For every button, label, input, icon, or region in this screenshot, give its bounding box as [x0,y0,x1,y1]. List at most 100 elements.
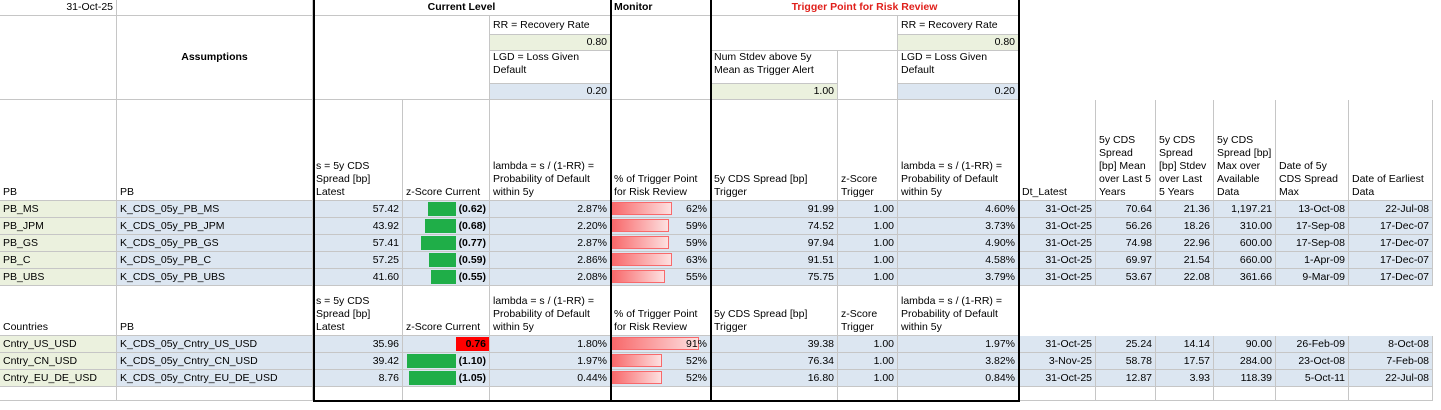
cell-text: 31-Oct-25 [1045,236,1092,249]
cell: LGD = Loss Given Default [898,51,1019,84]
cell-text: 8-Oct-08 [1388,337,1429,350]
cell-text: 39.42 [372,354,399,367]
column-header: 5y CDS Spread [bp] Max over Available Da… [1214,100,1276,201]
data-cell: 41.60 [313,269,403,286]
data-cell: 35.96 [313,336,403,353]
cell-text: s = 5y CDS Spread [bp] Latest [316,160,371,198]
trigger-pct-bar [612,202,672,215]
cell-text: (1.10) [458,354,486,367]
data-cell: 21.54 [1156,252,1214,269]
section-border [1018,0,1020,402]
row-name: PB_C [0,252,117,269]
section-title: Current Level [313,0,611,16]
cell-text: 52% [685,371,707,384]
trigger-pct-bar [612,253,673,266]
cell-text: Dt_Latest [1022,186,1067,198]
cell-text: % of Trigger Point for Risk Review [614,308,698,333]
cell-text: 69.97 [1125,253,1152,266]
cell-text: 31-Oct-25 [1045,270,1092,283]
column-header: z-Score Trigger [838,286,898,336]
cell-text: 5-Oct-11 [1304,371,1345,384]
data-cell: 600.00 [1214,235,1276,252]
data-cell: 2.87% [490,235,611,252]
cell-text: 1.00 [873,219,894,232]
cell-text: 17-Sep-08 [1295,219,1345,232]
cell: RR = Recovery Rate [490,16,611,35]
data-cell: 91.51 [711,252,838,269]
cell-text: (0.68) [458,219,486,232]
cell-text: lambda = s / (1-RR) = Probability of Def… [493,295,594,333]
cell-text: 1.00 [813,85,834,97]
data-cell: 310.00 [1214,218,1276,235]
cell-text: Assumptions [181,51,248,63]
data-cell: 22-Jul-08 [1349,370,1433,387]
cell: LGD = Loss Given Default [490,51,611,84]
cell-text: Countries [3,321,48,333]
cell-text: LGD = Loss Given Default [493,51,580,76]
cell-text: 1.00 [873,371,894,384]
data-cell: 9-Mar-09 [1276,269,1349,286]
cell-text: 21.54 [1183,253,1210,266]
data-cell: 31-Oct-25 [1019,269,1096,286]
section-title: Trigger Point for Risk Review [711,0,1019,16]
cell-text: z-Score Current [406,321,481,333]
cell-text: Cntry_US_USD [3,337,77,350]
data-cell: 53.67 [1096,269,1156,286]
cell [1214,387,1276,401]
cell-text: 57.42 [372,202,399,215]
data-cell: K_CDS_05y_PB_C [117,252,313,269]
cell-text: 361.66 [1239,270,1272,283]
cell-text: lambda = s / (1-RR) = Probability of Def… [493,160,594,198]
data-cell: 2.20% [490,218,611,235]
data-cell: 57.41 [313,235,403,252]
data-cell: 26-Feb-09 [1276,336,1349,353]
data-cell: 97.94 [711,235,838,252]
data-cell: 660.00 [1214,252,1276,269]
z-score-cell: 0.76 [403,336,490,353]
cell-text: PB [120,321,135,333]
cell-text: 0.76 [465,337,486,350]
data-cell: 22.96 [1156,235,1214,252]
cell-text: K_CDS_05y_PB_MS [120,202,220,215]
cell-text: 2.87% [577,202,607,215]
cell-text: 76.34 [807,354,834,367]
cell-text: 57.25 [372,253,399,266]
section-border [710,0,712,402]
data-cell: 23-Oct-08 [1276,353,1349,370]
cell-text: 0.84% [985,371,1015,384]
data-cell: 22-Jul-08 [1349,201,1433,218]
cell [1276,387,1349,401]
data-cell: K_CDS_05y_PB_MS [117,201,313,218]
cell [403,387,490,401]
data-cell: 31-Oct-25 [1019,252,1096,269]
row-name: Cntry_EU_DE_USD [0,370,117,387]
data-cell: 17-Sep-08 [1276,235,1349,252]
cell-text: 31-Oct-25 [1045,337,1092,350]
cell-text: Cntry_CN_USD [3,354,78,367]
row-name: PB_GS [0,235,117,252]
data-cell: 17.57 [1156,353,1214,370]
cell-text: PB_JPM [3,219,44,232]
cell-text: 14.14 [1183,337,1210,350]
column-header: lambda = s / (1-RR) = Probability of Def… [898,100,1019,201]
data-cell: K_CDS_05y_PB_GS [117,235,313,252]
z-score-bar [428,202,456,216]
section-border [610,0,612,402]
cell-text: K_CDS_05y_Cntry_CN_USD [120,354,258,367]
data-cell: K_CDS_05y_Cntry_CN_USD [117,353,313,370]
cell-text: 0.80 [994,36,1015,48]
cell-text: 31-Oct-25 [66,1,113,13]
column-header: z-Score Trigger [838,100,898,201]
column-header: % of Trigger Point for Risk Review [611,286,711,336]
cell-text: 2.86% [577,253,607,266]
data-cell: 1.97% [898,336,1019,353]
z-score-bar [406,354,456,368]
cell-text: Date of 5y CDS Spread Max [1279,160,1338,198]
data-cell: 21.36 [1156,201,1214,218]
data-cell: 1.00 [838,235,898,252]
data-cell: 57.42 [313,201,403,218]
data-cell: 31-Oct-25 [1019,370,1096,387]
cell-text: 56.26 [1125,219,1152,232]
cell-text: 21.36 [1183,202,1210,215]
cell-text: 57.41 [372,236,399,249]
